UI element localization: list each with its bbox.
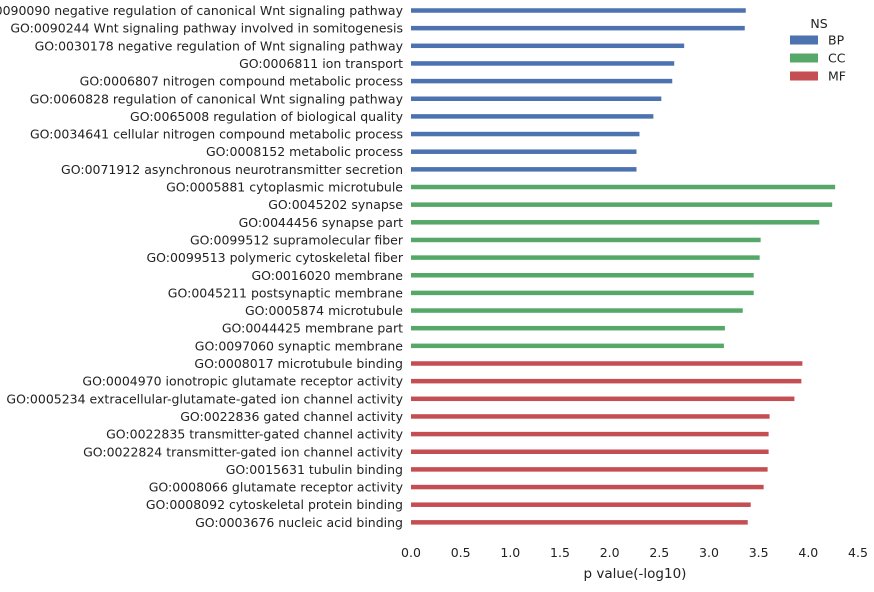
category-label: GO:0015631 tubulin binding [226, 462, 403, 477]
category-label: GO:0045211 postsynaptic membrane [168, 285, 404, 300]
category-labels: GO:0090090 negative regulation of canoni… [0, 3, 404, 530]
bar-bp-0 [411, 8, 746, 13]
category-label: GO:0006807 nitrogen compound metabolic p… [80, 74, 403, 89]
bar-bp-7 [411, 131, 640, 137]
category-label: GO:0022824 transmitter-gated ion channel… [83, 444, 404, 459]
category-label: GO:0097060 synaptic membrane [195, 338, 404, 353]
bar-bp-8 [411, 149, 637, 154]
bar-mf-27 [411, 484, 764, 490]
legend: NS BP CC MF [790, 16, 846, 84]
legend-label-mf: MF [828, 69, 846, 84]
category-label: GO:0005881 cytoplasmic microtubule [166, 180, 403, 195]
bar-cc-17 [411, 308, 743, 313]
x-tick-label: 2.5 [649, 545, 669, 560]
x-tick-label: 3.5 [749, 545, 769, 560]
bar-bp-9 [411, 167, 637, 172]
category-label: GO:0071912 asynchronous neurotransmitter… [61, 162, 403, 177]
bar-cc-11 [411, 202, 833, 207]
bar-mf-26 [411, 467, 768, 472]
category-label: GO:0030178 negative regulation of Wnt si… [35, 38, 404, 53]
bar-cc-13 [411, 237, 761, 243]
bar-bp-3 [411, 61, 675, 66]
bar-bp-2 [411, 43, 685, 49]
bar-mf-22 [411, 396, 795, 402]
bar-mf-24 [411, 431, 769, 437]
x-tick-label: 0.0 [401, 545, 421, 560]
bar-mf-20 [411, 361, 803, 366]
bar-mf-29 [411, 520, 748, 525]
bar-mf-25 [411, 449, 769, 454]
legend-swatch-cc [790, 53, 818, 63]
x-tick-label: 0.5 [451, 545, 471, 560]
category-label: GO:0090090 negative regulation of canoni… [0, 3, 404, 18]
category-label: GO:0008017 microtubule binding [194, 356, 403, 371]
x-tick-label: 4.5 [848, 545, 868, 560]
x-tick-label: 2.0 [600, 545, 620, 560]
legend-label-bp: BP [828, 33, 845, 48]
legend-swatch-bp [790, 35, 818, 45]
category-label: GO:0044456 synapse part [239, 215, 403, 230]
category-label: GO:0008152 metabolic process [206, 144, 403, 159]
bar-cc-15 [411, 273, 754, 278]
bar-mf-23 [411, 414, 770, 419]
bar-mf-21 [411, 378, 802, 384]
bar-cc-18 [411, 325, 725, 331]
x-tick-label: 1.0 [500, 545, 520, 560]
category-label: GO:0090244 Wnt signaling pathway involve… [10, 21, 403, 36]
category-label: GO:0045202 synapse [268, 197, 403, 212]
category-label: GO:0008092 cytoskeletal protein binding [146, 497, 403, 512]
category-label: GO:0022836 gated channel activity [180, 409, 403, 424]
bar-cc-10 [411, 184, 836, 190]
category-label: GO:0060828 regulation of canonical Wnt s… [30, 91, 404, 106]
x-axis-title: p value(-log10) [584, 566, 687, 582]
category-label: GO:0044425 membrane part [222, 321, 403, 336]
bars-layer [411, 8, 836, 525]
category-label: GO:0003676 nucleic acid binding [195, 515, 403, 530]
x-axis: 0.0 0.5 1.0 1.5 2.0 2.5 3.0 3.5 4.0 4.5 [401, 545, 868, 560]
bar-mf-28 [411, 502, 751, 507]
bar-bp-1 [411, 25, 745, 31]
category-label: GO:0005874 microtubule [245, 303, 403, 318]
category-label: GO:0005234 extracellular-glutamate-gated… [6, 391, 403, 406]
legend-title: NS [810, 16, 827, 31]
category-label: GO:0034641 cellular nitrogen compound me… [30, 127, 403, 142]
bar-bp-5 [411, 96, 662, 101]
x-tick-label: 1.5 [550, 545, 570, 560]
category-label: GO:0099512 supramolecular fiber [190, 232, 404, 247]
legend-swatch-mf [790, 71, 818, 81]
bar-cc-19 [411, 343, 724, 349]
legend-label-cc: CC [828, 51, 846, 66]
category-label: GO:0004970 ionotropic glutamate receptor… [82, 374, 403, 389]
category-label: GO:0006811 ion transport [239, 56, 403, 71]
category-label: GO:0099513 polymeric cytoskeletal fiber [146, 250, 403, 265]
x-tick-label: 4.0 [798, 545, 818, 560]
x-tick-label: 3.0 [699, 545, 719, 560]
bar-bp-4 [411, 78, 673, 84]
bar-bp-6 [411, 114, 654, 119]
bar-cc-16 [411, 290, 754, 296]
category-label: GO:0065008 regulation of biological qual… [130, 109, 404, 124]
bar-cc-12 [411, 220, 820, 225]
category-label: GO:0008066 glutamate receptor activity [149, 480, 404, 495]
category-label: GO:0022835 transmitter-gated channel act… [106, 427, 403, 442]
category-label: GO:0016020 membrane [251, 268, 403, 283]
bar-cc-14 [411, 255, 760, 260]
